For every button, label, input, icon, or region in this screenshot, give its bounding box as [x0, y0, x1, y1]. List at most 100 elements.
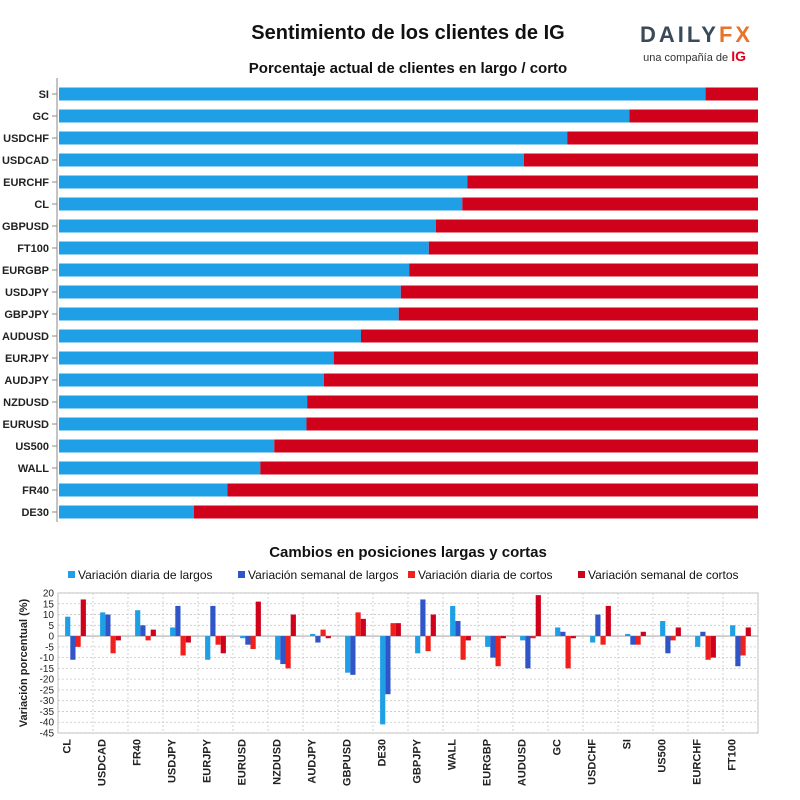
x-category-label: FT100	[727, 739, 739, 771]
change-bar-audjpy-s2	[320, 629, 326, 637]
change-bar-audusd-s0	[520, 636, 526, 641]
x-category-label: SI	[622, 739, 634, 749]
x-category-label: GBPUSD	[342, 739, 354, 786]
sentiment-category-label: FT100	[17, 243, 49, 255]
change-bar-eurgbp-s0	[485, 636, 491, 647]
changes-legend: Variación diaria de largos Variación sem…	[66, 568, 786, 584]
change-bar-gc-s2	[565, 636, 571, 669]
x-category-label: GBPJPY	[412, 738, 424, 783]
change-bar-usdcad-s1	[105, 614, 111, 637]
long-bar-de30	[59, 505, 194, 519]
legend-label: Variación diaria de cortos	[418, 568, 553, 582]
long-bar-fr40	[59, 483, 228, 497]
x-category-label: USDJPY	[167, 738, 179, 783]
changes-chart-title: Cambios en posiciones largas y cortas	[269, 544, 547, 561]
change-bar-usdcad-s3	[115, 636, 121, 641]
change-bar-usdchf-s0	[590, 636, 596, 643]
change-bar-gbpusd-s2	[355, 612, 361, 637]
change-bar-eurchf-s2	[705, 636, 711, 660]
sentiment-category-label: USDCAD	[2, 155, 49, 167]
short-bar-de30	[193, 505, 759, 519]
sentiment-category-label: FR40	[22, 485, 49, 497]
sentiment-category-label: USDCHF	[3, 133, 49, 145]
chart-title: Sentimiento de los clientes de IG	[251, 22, 565, 44]
change-bar-usdchf-s1	[595, 614, 601, 637]
change-bar-gc-s1	[560, 631, 566, 637]
change-bar-si-s0	[625, 633, 631, 637]
change-bar-de30-s2	[390, 623, 396, 637]
legend-swatch-icon	[408, 571, 415, 578]
change-bar-de30-s1	[385, 636, 391, 695]
change-bar-de30-s0	[380, 636, 386, 725]
change-bar-gbpjpy-s2	[425, 636, 431, 652]
y-tick-label: -45	[40, 729, 55, 740]
change-bar-usdchf-s3	[605, 605, 611, 637]
sentiment-category-label: USDJPY	[5, 287, 50, 299]
change-bar-eurchf-s3	[710, 636, 716, 658]
logo-wordmark: DAILYFX	[640, 22, 750, 48]
x-category-label: USDCAD	[97, 739, 109, 786]
short-bar-audusd	[360, 329, 758, 343]
x-category-label: GC	[552, 739, 564, 756]
long-bar-usdjpy	[59, 285, 401, 299]
change-bar-audjpy-s3	[325, 636, 331, 639]
dailyfx-logo: DAILYFX una compañía de IG	[640, 22, 750, 64]
legend-item-weekly-short: Variación semanal de cortos	[578, 568, 739, 582]
x-category-label: FR40	[132, 739, 144, 766]
y-tick-label: -20	[40, 675, 55, 686]
y-tick-label: -40	[40, 718, 55, 729]
change-bar-ft100-s3	[745, 627, 751, 637]
change-bar-gc-s0	[555, 627, 561, 637]
change-bar-ft100-s2	[740, 636, 746, 656]
legend-swatch-icon	[238, 571, 245, 578]
change-bar-audusd-s2	[530, 636, 536, 639]
short-bar-eurjpy	[333, 351, 758, 365]
change-bar-de30-s3	[395, 623, 401, 637]
short-bar-eurgbp	[409, 263, 758, 277]
change-bar-eurusd-s3	[255, 601, 261, 637]
y-axis-label: Variación porcentual (%)	[18, 598, 30, 727]
x-category-label: EURJPY	[202, 738, 214, 783]
long-bar-gbpjpy	[59, 307, 399, 321]
long-bar-nzdusd	[59, 395, 308, 409]
change-bar-usdjpy-s3	[185, 636, 191, 643]
change-bar-fr40-s2	[145, 636, 151, 641]
y-tick-label: 15	[43, 599, 55, 610]
change-bar-nzdusd-s0	[275, 636, 281, 660]
sentiment-category-label: EURJPY	[5, 353, 50, 365]
sentiment-category-label: AUDJPY	[4, 375, 49, 387]
change-bar-eurjpy-s1	[210, 605, 216, 637]
y-tick-label: -10	[40, 653, 55, 664]
logo-text-a: DAILY	[640, 22, 719, 47]
change-bar-eurgbp-s2	[495, 636, 501, 667]
change-bar-eurjpy-s2	[215, 636, 221, 645]
x-category-label: US500	[657, 739, 669, 773]
change-bar-eurusd-s1	[245, 636, 251, 645]
change-bar-wall-s1	[455, 621, 461, 637]
logo-text-b: FX	[718, 22, 754, 47]
change-bar-audusd-s1	[525, 636, 531, 669]
change-bar-gbpusd-s3	[360, 618, 366, 637]
change-bar-usdchf-s2	[600, 636, 606, 645]
change-bar-usdcad-s0	[100, 612, 106, 637]
change-bar-cl-s2	[75, 636, 81, 647]
y-tick-label: -30	[40, 696, 55, 707]
long-bar-us500	[59, 439, 275, 453]
change-bar-gbpusd-s1	[350, 636, 356, 675]
change-bar-wall-s3	[465, 636, 471, 641]
short-bar-us500	[274, 439, 758, 453]
change-bar-eurgbp-s3	[500, 636, 506, 639]
legend-label: Variación semanal de cortos	[588, 568, 739, 582]
change-bar-wall-s0	[450, 605, 456, 637]
short-bar-gbpusd	[435, 219, 758, 233]
long-bar-usdcad	[59, 153, 524, 167]
long-bar-ft100	[59, 241, 429, 255]
x-category-label: WALL	[447, 739, 459, 770]
change-bar-us500-s2	[670, 636, 676, 641]
x-category-label: EURUSD	[237, 739, 249, 786]
y-tick-label: 0	[48, 632, 54, 643]
sentiment-category-label: GBPUSD	[2, 221, 49, 233]
sentiment-category-label: AUDUSD	[2, 331, 49, 343]
y-tick-label: 5	[48, 621, 54, 632]
logo-subtitle: una compañía de IG	[640, 48, 746, 64]
